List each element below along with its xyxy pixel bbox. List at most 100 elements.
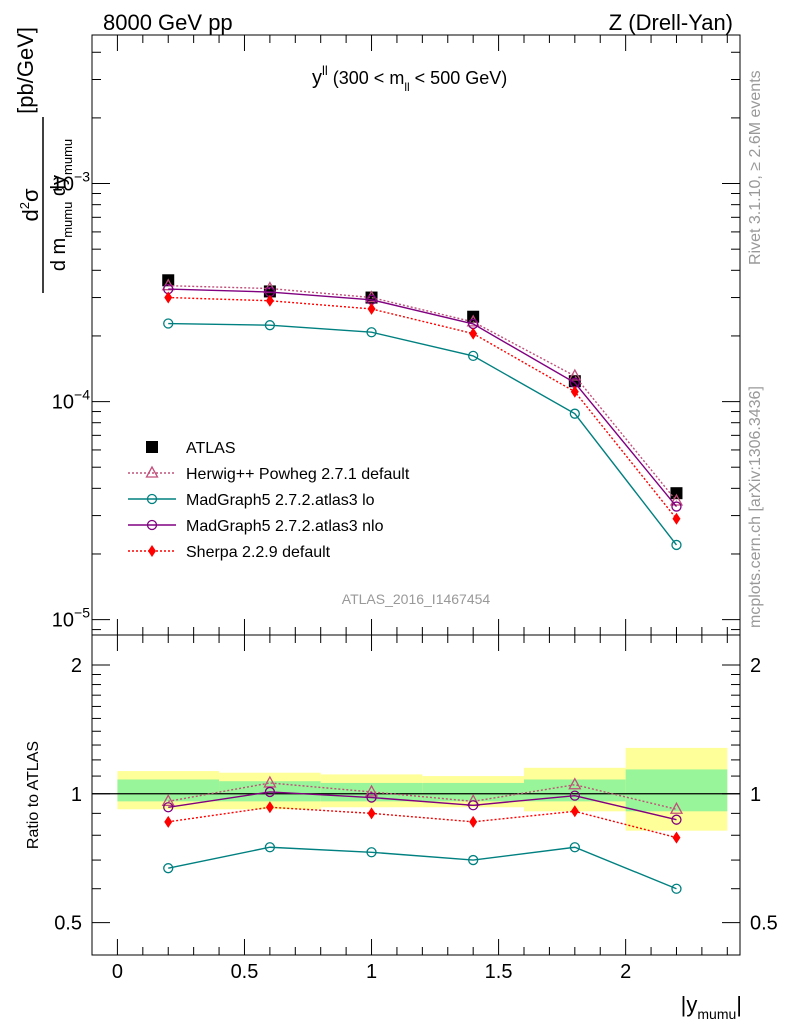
legend-label: MadGraph5 2.7.2.atlas3 lo: [186, 492, 375, 509]
main-ylabel: d2σ d mmumu dymumu [pb/GeV]: [13, 27, 75, 293]
ylabel-numerator: d2σ: [17, 188, 43, 221]
ratio-data-point: [569, 790, 580, 801]
main-ytick-label: 10−3: [52, 169, 90, 196]
ratio-ytick-label-right: 2: [750, 655, 761, 677]
series-madgraph5-2-7-2-atlas3-lo: [163, 318, 682, 551]
ratio-data-point: [163, 802, 174, 813]
legend: ATLAS Herwig++ Powheg 2.7.1 default MadGra…: [128, 440, 410, 561]
ratio-panel-frame: [91, 634, 741, 956]
ytick-base: 10: [52, 174, 74, 196]
ratio-data-point: [569, 842, 580, 853]
data-point: [570, 385, 579, 398]
legend-label: Sherpa 2.2.9 default: [186, 544, 331, 561]
ylabel-den-a: d m: [48, 238, 70, 271]
ratio-band-inner: [524, 779, 626, 802]
ratio-series-madgraph5-2-7-2-atlas3-nlo: [163, 786, 682, 825]
ratio-data-point: [570, 805, 579, 818]
data-point: [469, 327, 478, 340]
data-point: [366, 327, 377, 338]
ratio-series-line: [168, 846, 677, 890]
ratio-uncertainty-bands: [117, 747, 728, 831]
ytick-exponent: −4: [74, 387, 90, 403]
xlabel-sub: mumu: [697, 1006, 736, 1022]
ratio-ytick-label-right: 1: [750, 784, 761, 806]
ylabel-denominator: d mmumu dymumu: [48, 139, 75, 271]
title-sub: ll: [404, 80, 409, 94]
data-point: [367, 302, 376, 315]
ratio-data-point: [164, 815, 173, 828]
data-point: [669, 493, 684, 506]
title-text-b: < 500 GeV): [410, 68, 508, 88]
ratio-data-point: [468, 800, 479, 811]
ylabel-den-sub-b: mumu: [60, 139, 75, 175]
data-point: [672, 512, 681, 525]
ratio-data-point: [469, 815, 478, 828]
data-point: [468, 350, 479, 362]
mcplots-label: mcplots.cern.ch [arXiv:1306.3436]: [747, 386, 764, 628]
ratio-ytick-label: 0.5: [54, 913, 82, 935]
ratio-xtick-label: 2: [620, 961, 631, 983]
legend-entry-atlas: ATLAS: [146, 440, 236, 457]
ratio-xtick-label: 1.5: [485, 961, 513, 983]
ytick-exponent: −3: [74, 169, 90, 185]
xlabel-end: |: [736, 992, 742, 1017]
ratio-data-point: [671, 883, 682, 894]
ratio-band-inner: [117, 779, 220, 802]
header-left: 8000 GeV pp: [103, 10, 233, 35]
legend-entry-sherpa-2-2-9-default: Sherpa 2.2.9 default: [128, 544, 331, 561]
legend-label: MadGraph5 2.7.2.atlas3 nlo: [186, 518, 384, 535]
xlabel-text: |y: [681, 992, 698, 1017]
watermark: ATLAS_2016_I1467454: [342, 591, 491, 607]
legend-label: ATLAS: [186, 440, 236, 457]
data-point: [568, 368, 582, 381]
main-ytick-label: 10−5: [52, 605, 90, 632]
legend-marker: [146, 519, 158, 531]
ratio-data-point: [265, 801, 274, 814]
ratio-xtick-label: 0.5: [231, 961, 259, 983]
data-point: [264, 320, 276, 331]
data-point: [265, 294, 274, 307]
main-plot-area: [161, 274, 684, 551]
ratio-data-point: [161, 794, 175, 807]
title-text-a: (300 < m: [328, 68, 405, 88]
series-line: [168, 296, 678, 520]
ratio-data-point: [468, 854, 479, 866]
ratio-data-point: [669, 801, 684, 814]
series-sherpa-2-2-9-default: [164, 291, 681, 525]
ratio-data-point: [366, 792, 377, 803]
data-point: [569, 408, 580, 419]
main-title: yll (300 < mll < 500 GeV): [312, 63, 507, 94]
ratio-data-point: [163, 863, 174, 874]
ratio-data-point: [264, 842, 276, 853]
ratio-data-point: [364, 784, 379, 797]
title-base: y: [312, 67, 322, 89]
data-point: [671, 501, 682, 512]
data-point: [163, 318, 174, 329]
rivet-label: Rivet 3.1.10, ≥ 2.6M events: [747, 70, 764, 265]
ratio-axis-ticks: 0.5 0.5 1 1 2 2 0 0.5 1 1.5 2: [54, 635, 778, 983]
ratio-data-point: [367, 807, 376, 820]
ratio-data-point: [366, 847, 377, 858]
main-ytick-label: 10−4: [52, 387, 90, 414]
ratio-data-point: [672, 831, 681, 844]
ylabel-den-sub-a: mumu: [60, 202, 75, 238]
ylabel-num-sup: 2: [17, 202, 32, 209]
legend-marker: [148, 545, 156, 557]
ratio-data-point: [568, 777, 582, 790]
ratio-ylabel: Ratio to ATLAS: [25, 741, 42, 849]
ratio-data-point: [264, 786, 276, 798]
ratio-xtick-label: 1: [366, 961, 377, 983]
legend-label: Herwig++ Powheg 2.7.1 default: [186, 466, 410, 483]
ratio-series-line: [168, 806, 677, 839]
data-point: [671, 539, 682, 551]
series-line: [168, 284, 678, 502]
series-line: [168, 288, 678, 507]
ratio-xlabel: |ymumu|: [681, 992, 742, 1022]
data-point: [164, 291, 173, 304]
ylabel-num-d: d: [18, 209, 43, 221]
data-point: [568, 375, 581, 388]
ratio-series-line: [168, 791, 677, 821]
series-line: [168, 322, 678, 546]
ytick-exponent: −5: [74, 605, 90, 621]
